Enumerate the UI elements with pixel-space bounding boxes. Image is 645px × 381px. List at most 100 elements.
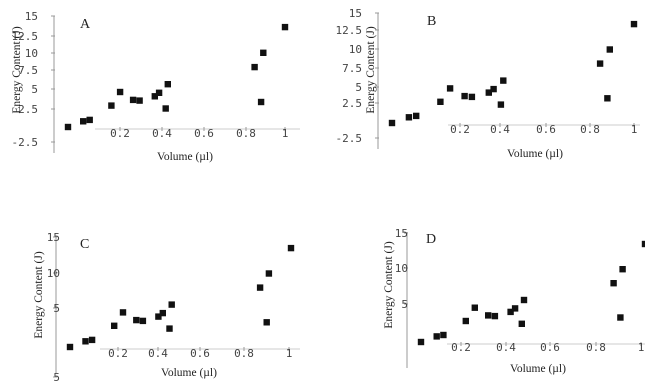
data-point xyxy=(168,301,175,308)
panel-b: B -2.5 2.5 5 7.5 10 12.5 15 0.2 0.4 0.6 0.8 1 Volume … xyxy=(336,7,640,160)
y-tick-label: 15 xyxy=(25,10,38,23)
data-point xyxy=(281,23,289,31)
data-point xyxy=(405,114,413,121)
data-point xyxy=(606,46,613,53)
data-point xyxy=(511,305,519,312)
data-point xyxy=(66,343,74,351)
data-point xyxy=(151,93,158,100)
data-point xyxy=(485,89,492,96)
data-point xyxy=(260,49,267,56)
x-tick-label: 0.2 xyxy=(110,127,130,140)
data-point xyxy=(257,98,265,106)
x-tick-label: 0.6 xyxy=(540,341,560,354)
data-point xyxy=(164,81,171,88)
data-point xyxy=(162,105,169,112)
panel-label: B xyxy=(427,14,436,29)
data-point xyxy=(388,119,396,127)
data-point xyxy=(507,308,514,316)
data-point xyxy=(617,314,624,321)
x-tick-label: 0.8 xyxy=(586,341,606,354)
data-point xyxy=(491,312,499,320)
y-tick-label: 15 xyxy=(349,7,362,20)
x-axis-label: Volume (µl) xyxy=(157,151,213,163)
x-tick-label: 0.4 xyxy=(490,123,510,136)
panel-d: D 5 10 15 0.2 0.4 0.6 0.8 1 Volume (µl) Energy Con… xyxy=(383,227,645,375)
data-point xyxy=(111,322,118,329)
data-point xyxy=(86,116,93,124)
x-tick-label: 0.4 xyxy=(148,347,168,360)
x-axis-label: Volume (µl) xyxy=(161,367,217,379)
data-point xyxy=(166,325,173,332)
data-point xyxy=(119,309,127,316)
x-tick-label: 0.2 xyxy=(450,123,470,136)
data-point xyxy=(136,97,143,104)
y-tick-label: 5 xyxy=(401,298,408,311)
data-point xyxy=(64,123,72,131)
y-axis-label: Energy Content (J) xyxy=(383,241,395,328)
x-tick-label: 0.4 xyxy=(152,127,172,140)
x-tick-label: 1 xyxy=(286,347,293,360)
x-tick-label: 1 xyxy=(638,341,645,354)
data-point xyxy=(82,338,89,345)
data-point xyxy=(604,95,611,102)
data-point xyxy=(263,319,270,326)
data-point xyxy=(256,284,264,291)
data-point xyxy=(471,304,478,311)
y-tick-label: 2.5 xyxy=(342,97,362,110)
data-point xyxy=(596,60,604,67)
data-point xyxy=(446,85,454,92)
data-point xyxy=(413,112,420,120)
x-axis-label: Volume (µl) xyxy=(507,148,563,160)
panel-c: C 5 10 15 5 0.2 0.4 0.6 0.8 1 Volume (µl) Energy Co… xyxy=(33,231,300,381)
data-point xyxy=(610,280,617,287)
data-point xyxy=(116,88,124,96)
data-point xyxy=(155,89,163,96)
y-tick-label: 7.5 xyxy=(18,64,38,77)
y-axis-label: Energy Content (J) xyxy=(11,26,23,113)
data-point xyxy=(287,244,295,252)
x-tick-label: 0.8 xyxy=(234,347,254,360)
data-point xyxy=(80,118,87,125)
data-point xyxy=(630,20,638,28)
data-point xyxy=(108,102,115,109)
data-point xyxy=(133,316,140,324)
data-point xyxy=(251,63,258,71)
data-point xyxy=(485,312,492,319)
data-point xyxy=(497,101,505,108)
y-tick-label: 10 xyxy=(349,43,362,56)
x-tick-label: 1 xyxy=(631,123,638,136)
data-point xyxy=(437,98,444,105)
x-tick-label: 0.8 xyxy=(236,127,256,140)
y-tick-label: 5 xyxy=(53,371,60,381)
y-tick-label: 12.5 xyxy=(12,30,39,43)
x-tick-label: 0.4 xyxy=(496,341,516,354)
y-tick-label: 15 xyxy=(395,227,408,240)
data-point xyxy=(155,313,162,320)
panel-label: C xyxy=(80,237,89,252)
data-point xyxy=(461,92,468,100)
data-point xyxy=(129,96,137,104)
data-point xyxy=(462,317,469,325)
y-tick-label: -2.5 xyxy=(12,136,39,149)
x-tick-label: 0.2 xyxy=(108,347,128,360)
y-tick-label: 12.5 xyxy=(336,24,363,37)
data-point xyxy=(159,309,166,317)
data-point xyxy=(417,338,425,346)
y-tick-label: 15 xyxy=(47,231,60,244)
data-point xyxy=(641,240,645,248)
y-tick-label: -2.5 xyxy=(336,132,363,145)
x-tick-label: 1 xyxy=(282,127,289,140)
x-tick-label: 0.6 xyxy=(536,123,556,136)
y-axis-label: Energy Content (J) xyxy=(365,26,377,113)
data-point xyxy=(265,270,273,277)
y-tick-label: 10 xyxy=(25,47,38,60)
y-tick-label: 7.5 xyxy=(342,62,362,75)
panel-a: A -2.5 2.5 5 7.5 10 12.5 15 0.2 0.4 0.6 0.8 1 Volume … xyxy=(11,10,300,163)
x-tick-label: 0.8 xyxy=(580,123,600,136)
data-point xyxy=(619,266,626,273)
panel-label: D xyxy=(426,232,436,247)
y-tick-label: 2.5 xyxy=(18,103,38,116)
x-tick-label: 0.2 xyxy=(451,341,471,354)
panel-label: A xyxy=(80,17,91,32)
